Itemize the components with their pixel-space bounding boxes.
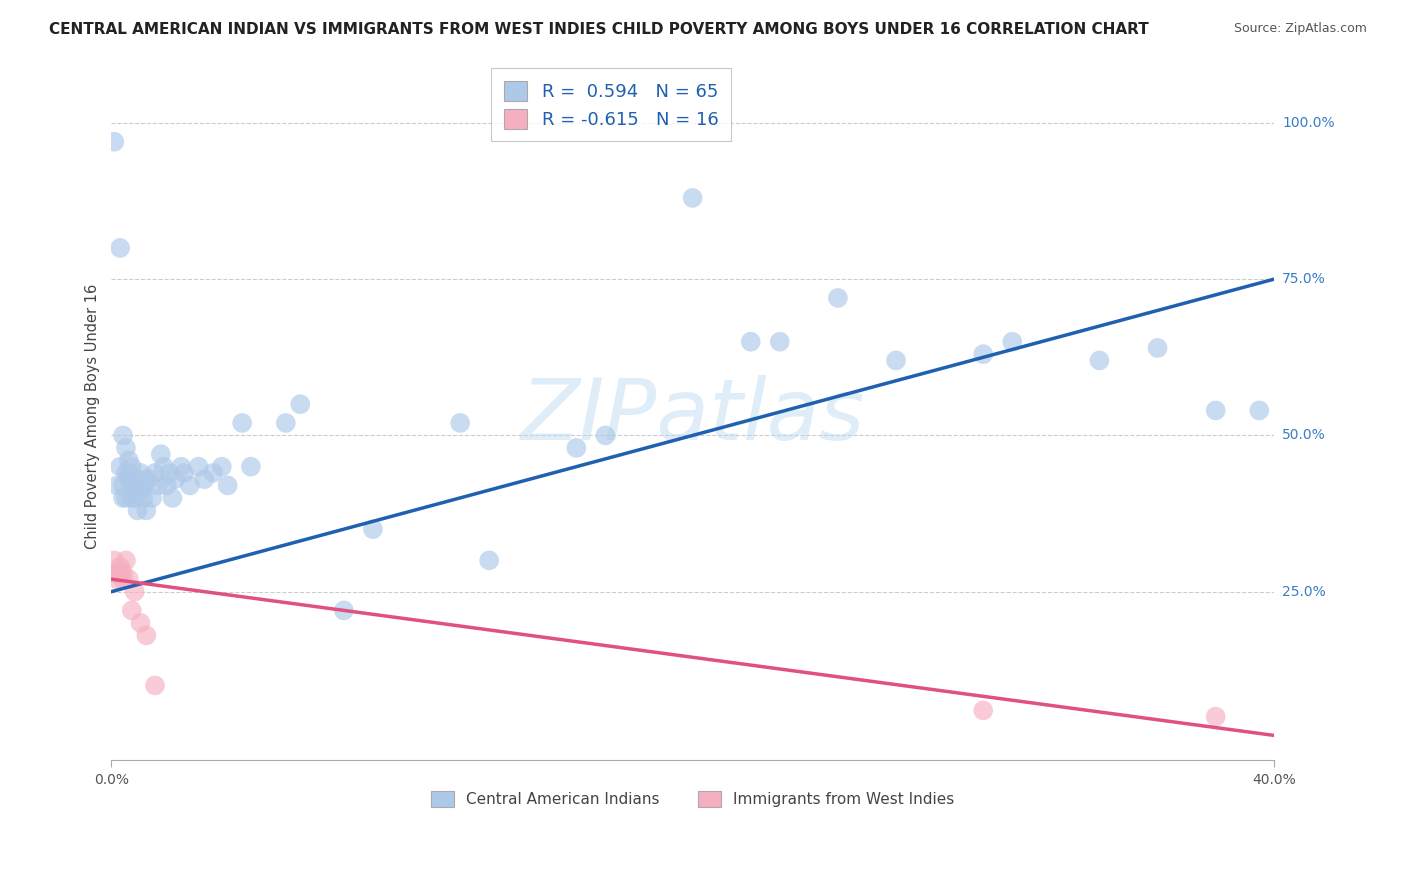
Point	[274, 416, 297, 430]
Point	[132, 478, 155, 492]
Point	[202, 466, 225, 480]
Point	[121, 459, 143, 474]
Point	[595, 428, 617, 442]
Point	[740, 334, 762, 349]
Point	[211, 459, 233, 474]
Point	[361, 522, 384, 536]
Point	[152, 459, 174, 474]
Point	[129, 615, 152, 630]
Point	[135, 472, 157, 486]
Point	[112, 428, 135, 442]
Point	[115, 553, 138, 567]
Point	[1088, 353, 1111, 368]
Point	[478, 553, 501, 567]
Point	[124, 584, 146, 599]
Text: Source: ZipAtlas.com: Source: ZipAtlas.com	[1233, 22, 1367, 36]
Point	[187, 459, 209, 474]
Point	[239, 459, 262, 474]
Point	[1205, 709, 1227, 723]
Point	[124, 478, 146, 492]
Point	[884, 353, 907, 368]
Point	[173, 466, 195, 480]
Point	[103, 553, 125, 567]
Point	[112, 566, 135, 580]
Point	[118, 572, 141, 586]
Point	[118, 453, 141, 467]
Point	[108, 241, 131, 255]
Point	[118, 466, 141, 480]
Text: 50.0%: 50.0%	[1282, 428, 1326, 442]
Point	[682, 191, 704, 205]
Point	[179, 478, 201, 492]
Point	[121, 491, 143, 505]
Point	[129, 484, 152, 499]
Point	[103, 566, 125, 580]
Point	[112, 478, 135, 492]
Text: CENTRAL AMERICAN INDIAN VS IMMIGRANTS FROM WEST INDIES CHILD POVERTY AMONG BOYS : CENTRAL AMERICAN INDIAN VS IMMIGRANTS FR…	[49, 22, 1149, 37]
Point	[124, 491, 146, 505]
Y-axis label: Child Poverty Among Boys Under 16: Child Poverty Among Boys Under 16	[86, 284, 100, 549]
Point	[333, 603, 356, 617]
Legend: Central American Indians, Immigrants from West Indies: Central American Indians, Immigrants fro…	[423, 783, 962, 814]
Point	[146, 478, 169, 492]
Point	[108, 459, 131, 474]
Point	[121, 478, 143, 492]
Point	[1205, 403, 1227, 417]
Text: 75.0%: 75.0%	[1282, 272, 1326, 286]
Point	[1146, 341, 1168, 355]
Point	[1249, 403, 1271, 417]
Point	[143, 466, 166, 480]
Point	[135, 503, 157, 517]
Point	[108, 559, 131, 574]
Point	[121, 603, 143, 617]
Point	[972, 347, 994, 361]
Point	[135, 628, 157, 642]
Point	[138, 472, 160, 486]
Point	[449, 416, 471, 430]
Point	[159, 466, 181, 480]
Point	[769, 334, 792, 349]
Point	[231, 416, 253, 430]
Point	[565, 441, 588, 455]
Point	[118, 472, 141, 486]
Point	[170, 459, 193, 474]
Point	[132, 491, 155, 505]
Point	[127, 472, 149, 486]
Point	[141, 491, 163, 505]
Point	[149, 447, 172, 461]
Text: 25.0%: 25.0%	[1282, 584, 1326, 599]
Point	[143, 678, 166, 692]
Point	[103, 135, 125, 149]
Point	[165, 472, 187, 486]
Point	[972, 703, 994, 717]
Point	[115, 441, 138, 455]
Point	[108, 566, 131, 580]
Point	[290, 397, 312, 411]
Point	[115, 491, 138, 505]
Point	[193, 472, 215, 486]
Point	[827, 291, 849, 305]
Point	[105, 478, 128, 492]
Point	[162, 491, 184, 505]
Point	[105, 572, 128, 586]
Point	[127, 503, 149, 517]
Point	[112, 572, 135, 586]
Point	[1001, 334, 1024, 349]
Point	[156, 478, 179, 492]
Point	[115, 466, 138, 480]
Point	[217, 478, 239, 492]
Text: ZIPatlas: ZIPatlas	[520, 376, 865, 458]
Point	[129, 466, 152, 480]
Point	[112, 491, 135, 505]
Text: 100.0%: 100.0%	[1282, 116, 1334, 130]
